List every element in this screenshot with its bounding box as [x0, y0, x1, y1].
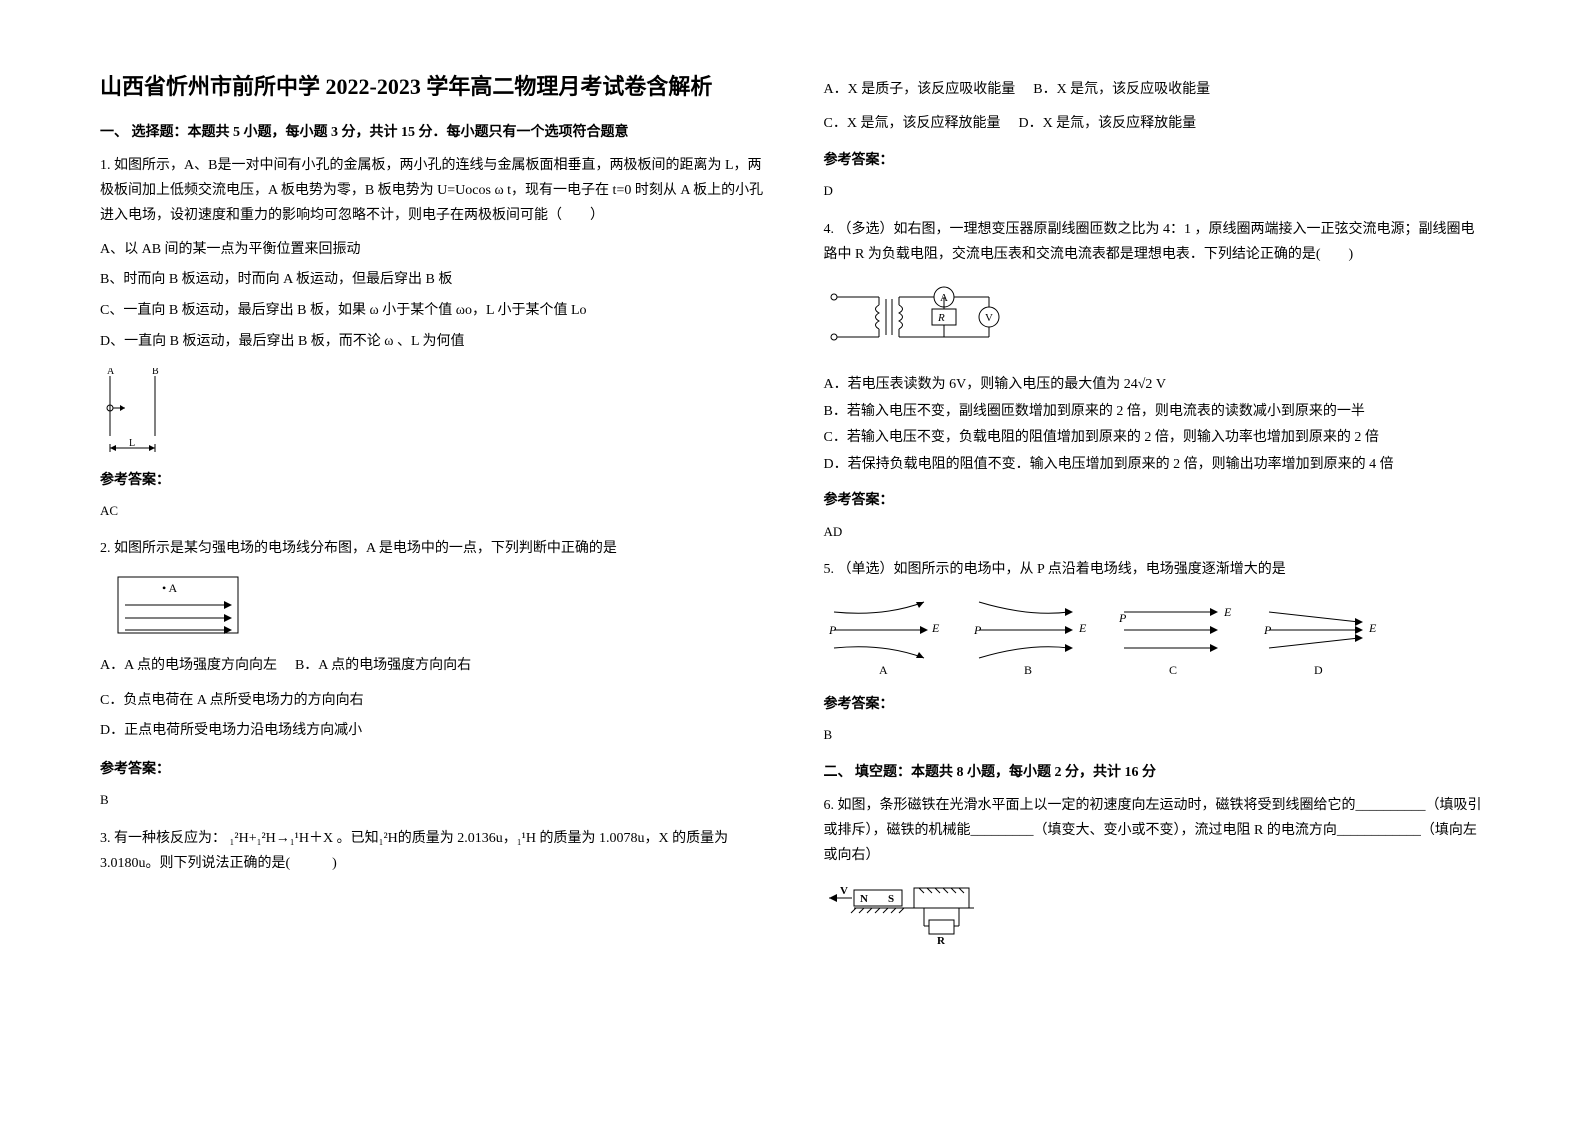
label-b: B [152, 368, 159, 377]
q1-answer: AC [100, 499, 764, 522]
question-1-text: 1. 如图所示，A、B是一对中间有小孔的金属板，两小孔的连线与金属板面相垂直，两… [100, 153, 764, 229]
svg-text:B: B [1024, 663, 1032, 677]
q2-answer-label: 参考答案： [100, 757, 764, 782]
question-4-text: 4. （多选）如右图，一理想变压器原副线圈匝数之比为 4：1 ，原线圈两端接入一… [824, 217, 1488, 267]
q4-figure: A V R [824, 277, 1488, 362]
resistor-label: R [937, 312, 945, 324]
svg-text:P: P [828, 623, 837, 637]
svg-text:D: D [1314, 663, 1323, 677]
q3-option-c: C．X 是氚，该反应释放能量 [824, 110, 1001, 138]
svg-text:P: P [1263, 623, 1272, 637]
q1-option-c: C、一直向 B 板运动，最后穿出 B 板，如果 ω 小于某个值 ωo，L 小于某… [100, 296, 764, 327]
q3-prefix: 3. 有一种核反应为： [100, 831, 226, 846]
svg-text:E: E [931, 621, 940, 635]
svg-text:S: S [888, 893, 894, 905]
right-column: A．X 是质子，该反应吸收能量 B．X 是氘，该反应吸收能量 C．X 是氚，该反… [824, 70, 1488, 958]
q3-option-a: A．X 是质子，该反应吸收能量 [824, 76, 1016, 104]
left-column: 山西省忻州市前所中学 2022-2023 学年高二物理月考试卷含解析 一、 选择… [100, 70, 764, 958]
q3-option-d: D．X 是氚，该反应释放能量 [1018, 110, 1196, 138]
q1-figure: A B L [100, 368, 764, 458]
q5-figure: P E A P E B [824, 592, 1488, 682]
svg-text:C: C [1169, 663, 1177, 677]
question-6-text: 6. 如图，条形磁铁在光滑水平面上以一定的初速度向左运动时，磁铁将受到线圈给它的… [824, 793, 1488, 869]
q4-answer-label: 参考答案： [824, 488, 1488, 513]
q2-option-c: C．负点电荷在 A 点所受电场力的方向向右 [100, 686, 764, 717]
q2-option-d: D．正点电荷所受电场力沿电场线方向减小 [100, 716, 764, 747]
q4-option-a: A．若电压表读数为 6V，则输入电压的最大值为 24√2 V [824, 372, 1488, 399]
svg-text:P: P [1118, 611, 1127, 625]
question-5: 5. （单选）如图所示的电场中，从 P 点沿着电场线，电场强度逐渐增大的是 P … [824, 557, 1488, 747]
q1-option-a: A、以 AB 间的某一点为平衡位置来回振动 [100, 235, 764, 266]
label-l: L [129, 438, 135, 449]
section-2-header: 二、 填空题：本题共 8 小题，每小题 2 分，共计 16 分 [824, 761, 1488, 781]
q2-figure: • A [100, 572, 764, 642]
q3-answer-label: 参考答案： [824, 148, 1488, 173]
svg-text:V: V [840, 885, 848, 897]
svg-text:P: P [973, 623, 982, 637]
question-2: 2. 如图所示是某匀强电场的电场线分布图，A 是电场中的一点，下列判断中正确的是… [100, 536, 764, 811]
svg-text:R: R [937, 935, 946, 947]
question-4: 4. （多选）如右图，一理想变压器原副线圈匝数之比为 4：1 ，原线圈两端接入一… [824, 217, 1488, 543]
q1-option-d: D、一直向 B 板运动，最后穿出 B 板，而不论 ω 、L 为何值 [100, 327, 764, 358]
label-dot-a: • A [162, 581, 178, 595]
q4-option-b: B．若输入电压不变，副线圈匝数增加到原来的 2 倍，则电流表的读数减小到原来的一… [824, 399, 1488, 426]
q4-option-d: D．若保持负载电阻的阻值不变．输入电压增加到原来的 2 倍，则输出功率增加到原来… [824, 452, 1488, 479]
label-a: A [107, 368, 115, 377]
q1-answer-label: 参考答案： [100, 468, 764, 493]
svg-text:N: N [860, 893, 868, 905]
question-3-options: A．X 是质子，该反应吸收能量 B．X 是氘，该反应吸收能量 C．X 是氚，该反… [824, 76, 1488, 203]
q3-formula: ₁²H+₁²H→₁¹H＋X [230, 831, 334, 846]
q3-option-b: B．X 是氘，该反应吸收能量 [1033, 76, 1210, 104]
q5-option-b-figure: P E B [973, 602, 1087, 677]
voltmeter-label: V [985, 312, 993, 324]
q5-option-c-figure: P E C [1118, 605, 1232, 677]
q3-answer: D [824, 179, 1488, 202]
svg-text:E: E [1368, 621, 1377, 635]
question-1: 1. 如图所示，A、B是一对中间有小孔的金属板，两小孔的连线与金属板面相垂直，两… [100, 153, 764, 522]
q2-option-a: A．A 点的电场强度方向向左 [100, 652, 277, 680]
svg-text:A: A [879, 663, 888, 677]
q4-option-c: C．若输入电压不变，负载电阻的阻值增加到原来的 2 倍，则输入功率也增加到原来的… [824, 425, 1488, 452]
q1-option-b: B、时而向 B 板运动，时而向 A 板运动，但最后穿出 B 板 [100, 265, 764, 296]
section-1-header: 一、 选择题：本题共 5 小题，每小题 3 分，共计 15 分．每小题只有一个选… [100, 121, 764, 141]
q4-answer: AD [824, 520, 1488, 543]
question-6: 6. 如图，条形磁铁在光滑水平面上以一定的初速度向左运动时，磁铁将受到线圈给它的… [824, 793, 1488, 949]
q2-option-b: B．A 点的电场强度方向向右 [295, 652, 471, 680]
exam-title: 山西省忻州市前所中学 2022-2023 学年高二物理月考试卷含解析 [100, 70, 764, 103]
q5-answer: B [824, 723, 1488, 746]
q2-answer: B [100, 788, 764, 811]
question-2-text: 2. 如图所示是某匀强电场的电场线分布图，A 是电场中的一点，下列判断中正确的是 [100, 536, 764, 561]
svg-text:E: E [1223, 605, 1232, 619]
q6-figure: V N S [824, 878, 1488, 948]
q5-option-a-figure: P E A [828, 602, 940, 677]
question-3: 3. 有一种核反应为： ₁²H+₁²H→₁¹H＋X 。已知₁²H的质量为 2.0… [100, 826, 764, 876]
q5-answer-label: 参考答案： [824, 692, 1488, 717]
q5-option-d-figure: P E D [1263, 612, 1377, 677]
svg-text:E: E [1078, 621, 1087, 635]
question-5-text: 5. （单选）如图所示的电场中，从 P 点沿着电场线，电场强度逐渐增大的是 [824, 557, 1488, 582]
